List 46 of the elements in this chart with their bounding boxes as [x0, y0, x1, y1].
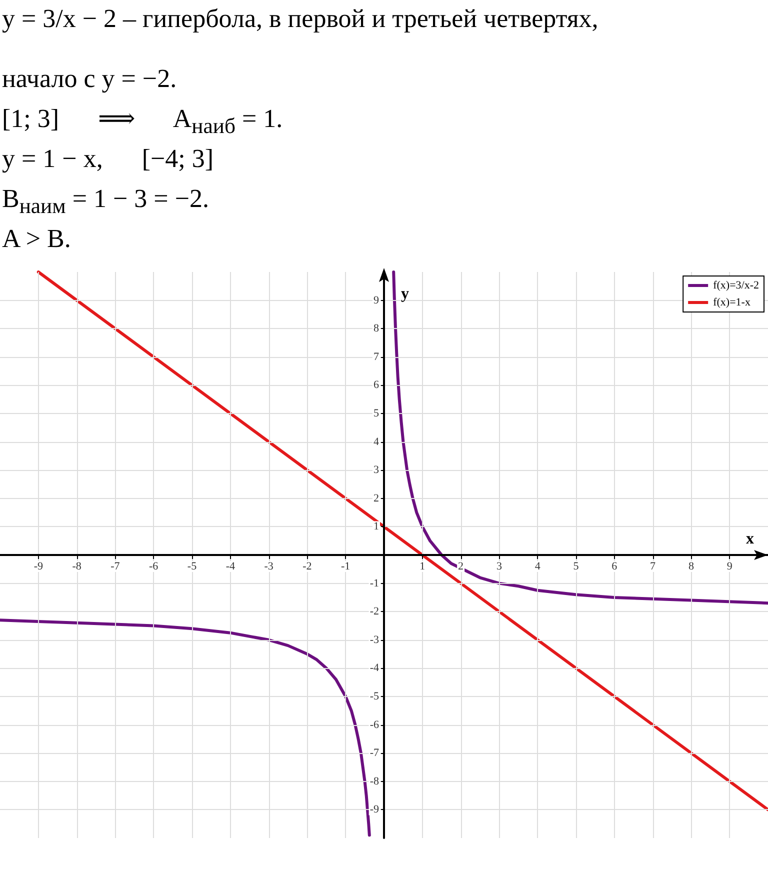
y-axis-title: y — [401, 286, 409, 302]
x-tick-label: 1 — [420, 560, 426, 572]
legend-label: f(x)=1-x — [713, 296, 751, 308]
y-tick-label: 1 — [374, 520, 379, 533]
text: B$_{наим}$ = 1 − 3 = −2. — [2, 183, 209, 220]
text: y = 3/x − 2 – гипербола, в первой и третьей четвертях, — [2, 3, 598, 35]
x-tick-label: -6 — [149, 560, 159, 572]
y-tick-label: 7 — [374, 350, 380, 363]
x-tick-label: 4 — [534, 560, 541, 572]
y-tick-label: 8 — [374, 322, 380, 335]
y-tick-label: -4 — [370, 662, 380, 674]
y-tick-label: -1 — [370, 577, 379, 590]
x-tick-label: 8 — [688, 560, 694, 572]
x-tick-label: 5 — [573, 560, 580, 572]
y-tick-label: 4 — [374, 436, 380, 448]
x-tick-label: 9 — [726, 560, 733, 572]
x-tick-label: -4 — [226, 560, 236, 572]
x-tick-label: -5 — [187, 560, 198, 572]
text: [1; 3] ⟹ A$_{наиб}$ = 1. — [2, 103, 283, 140]
x-axis-title: x — [746, 530, 754, 548]
y-tick-label: -6 — [370, 718, 380, 731]
y-tick-label: 5 — [374, 408, 380, 420]
y-tick-label: -5 — [370, 690, 380, 702]
x-tick-label: 2 — [458, 560, 464, 572]
text: A > B. — [2, 223, 71, 255]
y-tick-label: 3 — [374, 464, 380, 476]
x-tick-label: -9 — [34, 560, 44, 572]
y-tick-label: -3 — [370, 634, 380, 646]
legend-label: f(x)=3/x-2 — [713, 280, 760, 292]
y-tick-label: -8 — [370, 775, 380, 788]
x-tick-label: 3 — [496, 560, 502, 572]
y-tick-label: 2 — [374, 492, 379, 504]
x-tick-label: -2 — [302, 560, 312, 572]
text: y = 1 − x, [−4; 3] — [2, 143, 214, 175]
x-tick-label: 6 — [612, 560, 618, 572]
y-tick-label: 6 — [374, 379, 380, 392]
y-tick-label: -9 — [370, 804, 380, 816]
x-tick-label: -8 — [72, 560, 82, 572]
y-tick-label: -2 — [370, 606, 379, 618]
x-tick-label: 7 — [650, 560, 656, 572]
y-tick-label: 9 — [374, 294, 380, 306]
x-tick-label: -7 — [110, 560, 120, 572]
x-tick-label: -1 — [341, 560, 350, 572]
y-tick-label: -7 — [370, 747, 380, 760]
x-tick-label: -3 — [264, 560, 274, 572]
text: начало с y = −2. — [2, 63, 177, 95]
